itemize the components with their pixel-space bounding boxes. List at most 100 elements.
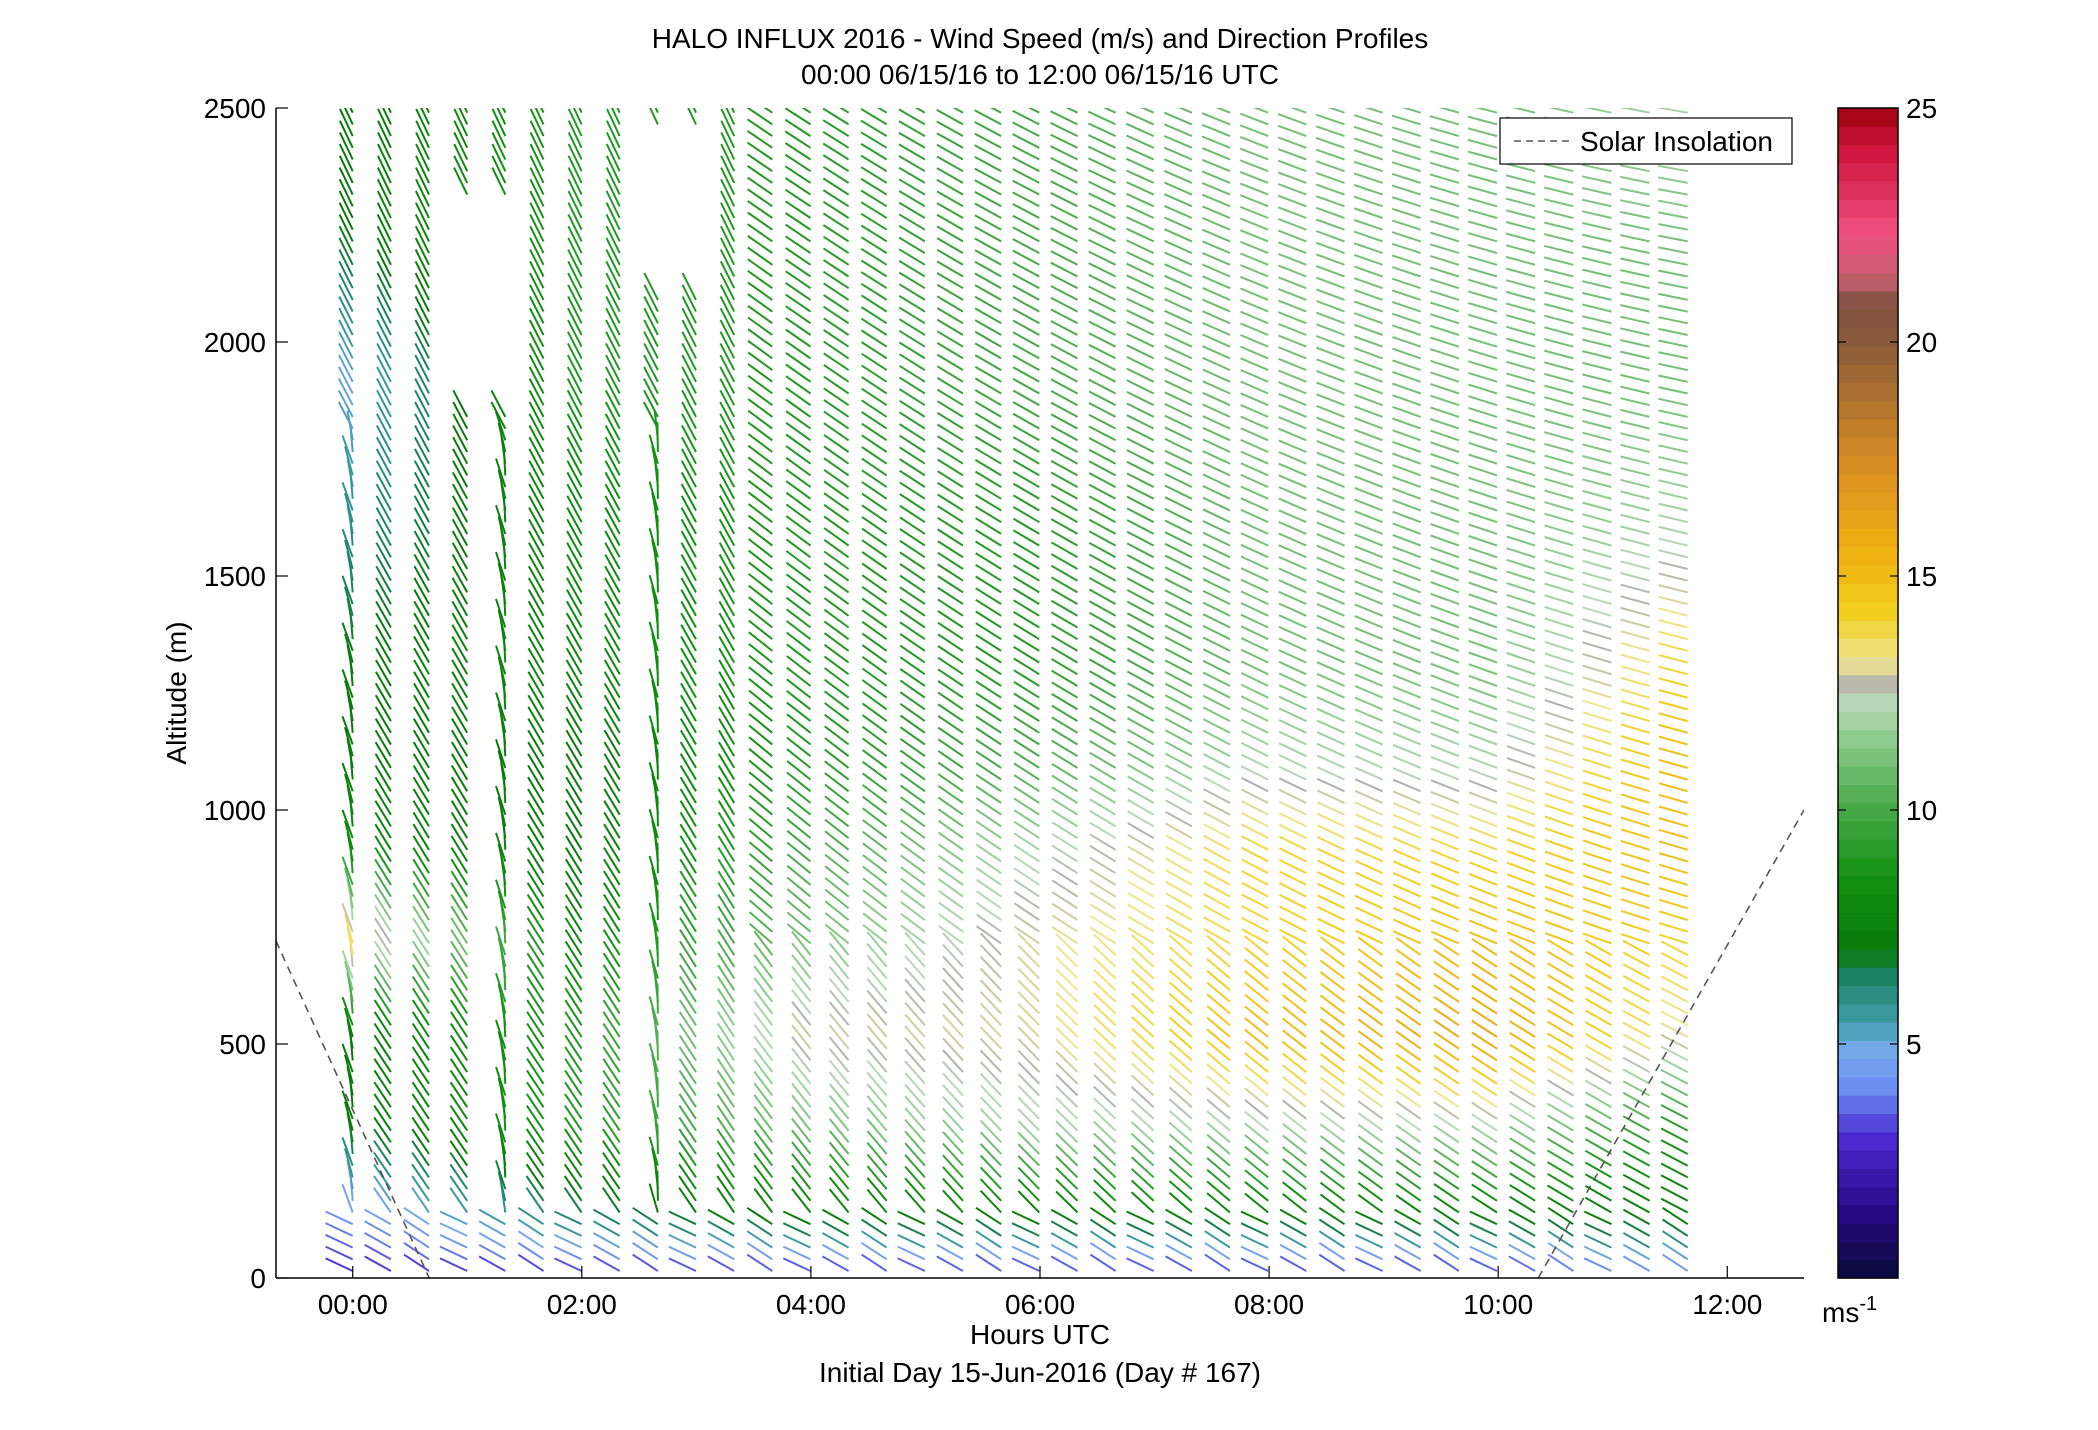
wind-arrow — [1013, 774, 1040, 793]
wind-arrow — [1582, 851, 1612, 863]
wind-arrow — [1395, 1065, 1422, 1085]
wind-arrow — [1622, 963, 1651, 980]
wind-arrow — [678, 1151, 697, 1178]
wind-arrow — [1392, 697, 1422, 711]
wind-arrow — [643, 378, 659, 406]
wind-arrow — [1125, 111, 1155, 126]
wind-arrow — [1013, 820, 1040, 839]
wind-arrow — [1471, 961, 1498, 980]
wind-arrow — [1469, 1222, 1498, 1237]
wind-arrow — [716, 1140, 736, 1167]
wind-arrow — [899, 516, 926, 535]
wind-arrow — [785, 328, 812, 348]
wind-arrow — [1468, 395, 1498, 407]
wind-arrow — [1278, 346, 1307, 360]
wind-arrow — [681, 401, 697, 430]
wind-arrow — [1395, 1077, 1422, 1097]
wind-arrow — [1011, 1210, 1040, 1226]
wind-arrow — [565, 612, 583, 640]
wind-arrow — [495, 1019, 507, 1050]
wind-arrow — [1544, 640, 1574, 652]
wind-arrow — [1544, 757, 1574, 769]
wind-arrow — [495, 692, 507, 722]
wind-arrow — [1202, 368, 1231, 383]
wind-arrow — [898, 178, 926, 196]
wind-arrow — [1430, 686, 1460, 699]
wind-arrow — [747, 351, 773, 371]
wind-arrow — [680, 600, 697, 628]
wind-arrow — [784, 118, 812, 137]
wind-arrow — [1468, 418, 1498, 430]
wind-arrow — [528, 331, 545, 359]
wind-arrow — [1509, 1043, 1536, 1062]
wind-arrow — [1660, 1186, 1689, 1202]
wind-arrow — [974, 109, 1002, 126]
wind-arrow — [1278, 754, 1307, 769]
wind-arrow — [337, 401, 354, 430]
wind-arrow — [1130, 980, 1155, 1003]
wind-arrow — [860, 143, 888, 161]
wind-arrow — [564, 1046, 583, 1073]
wind-arrow — [717, 905, 736, 933]
wind-arrow — [975, 505, 1002, 524]
wind-arrow — [1620, 770, 1650, 781]
wind-arrow — [1392, 569, 1422, 582]
wind-arrow — [1011, 1245, 1040, 1261]
wind-arrow — [491, 120, 507, 149]
wind-arrow — [1278, 322, 1307, 336]
wind-arrow — [1392, 382, 1422, 395]
wind-arrow — [1316, 731, 1345, 746]
wind-arrow — [1582, 781, 1612, 793]
wind-arrow — [1093, 1155, 1117, 1179]
wind-arrow — [1469, 1233, 1498, 1249]
wind-arrow — [1354, 708, 1383, 723]
wind-arrow — [1433, 1242, 1460, 1261]
wind-arrow — [375, 636, 392, 664]
wind-arrow — [862, 900, 888, 921]
wind-arrow — [1582, 664, 1612, 676]
wind-arrow — [1622, 1010, 1651, 1027]
wind-arrow — [1582, 827, 1612, 840]
wind-arrow — [1201, 170, 1231, 184]
wind-arrow — [1658, 549, 1688, 559]
wind-arrow — [904, 1142, 926, 1167]
wind-arrow — [1277, 229, 1307, 243]
wind-arrow — [453, 131, 469, 160]
wind-arrow — [1468, 872, 1498, 886]
wind-arrow — [1202, 333, 1231, 348]
wind-arrow — [1089, 623, 1117, 641]
wind-arrow — [1126, 670, 1155, 687]
wind-arrow — [565, 647, 583, 675]
wind-arrow — [374, 893, 392, 921]
wind-arrow — [1620, 292, 1650, 301]
wind-arrow — [1316, 439, 1345, 453]
wind-arrow — [1467, 173, 1498, 184]
wind-arrow — [1316, 812, 1345, 828]
wind-arrow — [1089, 705, 1117, 722]
wind-arrow — [861, 667, 888, 687]
wind-arrow — [1392, 370, 1422, 383]
wind-arrow — [1430, 837, 1460, 851]
wind-arrow — [1433, 1066, 1460, 1085]
wind-arrow — [824, 783, 850, 804]
y-axis-label: Altitude (m) — [161, 621, 192, 764]
wind-arrow — [1354, 650, 1383, 664]
wind-arrow — [748, 573, 773, 594]
wind-arrow — [565, 718, 583, 746]
wind-arrow — [1050, 238, 1078, 254]
wind-arrow — [1202, 683, 1231, 699]
wind-arrow — [529, 284, 545, 313]
wind-arrow — [1506, 558, 1536, 570]
wind-arrow — [785, 608, 812, 629]
wind-arrow — [528, 542, 545, 570]
wind-arrow — [1505, 267, 1536, 278]
wind-arrow — [1316, 369, 1345, 383]
wind-arrow — [975, 703, 1002, 722]
wind-arrow — [975, 668, 1002, 687]
wind-arrow — [1178, 108, 1193, 114]
wind-arrow — [747, 409, 773, 430]
wind-arrow — [1506, 360, 1536, 372]
wind-arrow — [528, 413, 545, 441]
wind-arrow — [374, 682, 392, 710]
